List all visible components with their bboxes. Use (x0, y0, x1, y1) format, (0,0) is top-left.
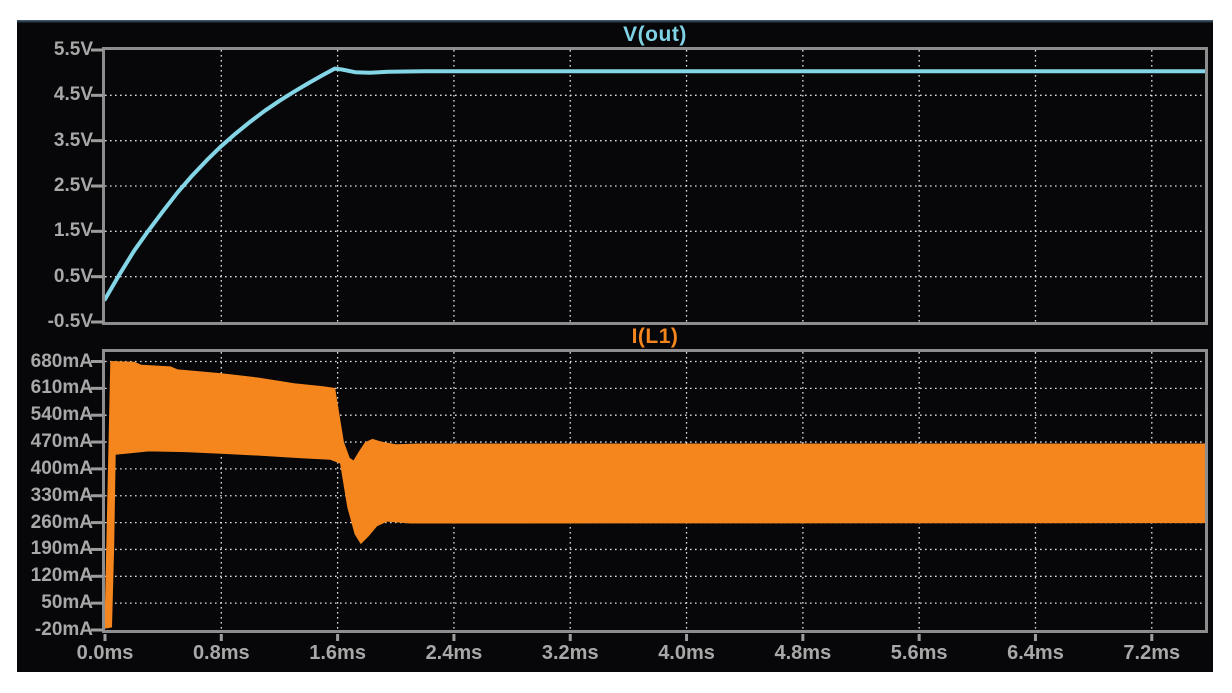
y-tick-label: 400mA (30, 457, 93, 479)
y-tick-label: 680mA (30, 350, 93, 372)
vout-plot-area[interactable] (102, 47, 1208, 325)
x-tick-label: 3.2ms (541, 642, 599, 664)
y-tick-label: -0.5V (47, 311, 93, 332)
x-tick-label: 2.4ms (425, 642, 483, 664)
y-tick-label: 610mA (30, 377, 93, 399)
y-tick-label: -20mA (34, 619, 93, 640)
y-tick-label: 120mA (30, 565, 93, 587)
x-tick-label: 0.0ms (76, 642, 134, 664)
y-tick-label: 4.5V (53, 84, 93, 106)
il1-plot-area[interactable] (102, 349, 1208, 633)
y-tick-label: 2.5V (53, 175, 93, 196)
x-tick-label: 4.8ms (774, 642, 832, 664)
x-tick-label: 7.2ms (1123, 642, 1181, 664)
window-top-edge (17, 20, 1213, 23)
x-tick-label: 1.6ms (309, 642, 366, 664)
y-tick-label: 50mA (41, 592, 93, 614)
y-tick-label: 0.5V (53, 265, 93, 287)
y-tick-label: 540mA (30, 404, 93, 426)
y-tick-label: 3.5V (53, 129, 93, 151)
y-tick-label: 330mA (30, 484, 93, 506)
y-tick-label: 470mA (30, 431, 93, 453)
x-tick-label: 0.8ms (192, 642, 250, 664)
y-tick-label: 260mA (30, 511, 93, 533)
x-tick-label: 5.6ms (890, 642, 948, 664)
il1-trace-label[interactable]: I(L1) (631, 325, 679, 348)
x-tick-label: 4.0ms (658, 642, 715, 664)
y-tick-label: 1.5V (53, 220, 93, 242)
y-tick-label: 190mA (30, 538, 93, 560)
y-tick-label: 5.5V (53, 39, 93, 60)
x-tick-label: 6.4ms (1007, 642, 1064, 664)
vout-trace-label[interactable]: V(out) (623, 23, 687, 46)
